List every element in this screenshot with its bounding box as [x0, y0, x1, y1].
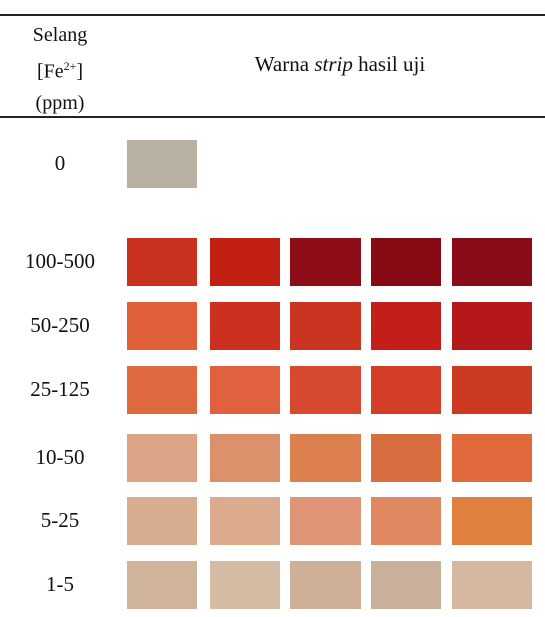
top-rule: [0, 14, 545, 16]
color-swatch: [371, 561, 441, 609]
color-swatch: [290, 238, 361, 286]
header-rule: [0, 116, 545, 118]
color-swatch: [127, 238, 197, 286]
color-swatch: [371, 434, 441, 482]
row-label: 25-125: [0, 377, 120, 402]
header-text: hasil uji: [358, 52, 425, 76]
color-swatch: [210, 561, 280, 609]
header-line: (ppm): [10, 88, 110, 119]
color-swatch: [290, 434, 361, 482]
color-swatch: [210, 366, 280, 414]
color-swatch: [210, 302, 280, 350]
row-label: 0: [0, 151, 120, 176]
header-text: ]: [76, 61, 83, 83]
header-text: [Fe: [37, 61, 64, 83]
color-swatch: [452, 238, 532, 286]
color-swatch: [127, 561, 197, 609]
color-swatch: [371, 366, 441, 414]
color-swatch: [371, 238, 441, 286]
row-label: 50-250: [0, 313, 120, 338]
header-italic: strip: [314, 52, 353, 76]
color-swatch: [127, 302, 197, 350]
color-header: Warna strip hasil uji: [160, 52, 520, 77]
color-swatch: [452, 434, 532, 482]
header-text: Warna: [255, 52, 309, 76]
row-label: 1-5: [0, 572, 120, 597]
table-figure: Selang [Fe2+] (ppm) Warna strip hasil uj…: [0, 0, 545, 617]
superscript: 2+: [64, 59, 77, 73]
color-swatch: [290, 366, 361, 414]
color-swatch: [210, 434, 280, 482]
color-swatch: [290, 561, 361, 609]
color-swatch: [452, 561, 532, 609]
color-swatch: [452, 497, 532, 545]
row-label: 100-500: [0, 249, 120, 274]
row-label: 10-50: [0, 445, 120, 470]
color-swatch: [127, 366, 197, 414]
color-swatch: [210, 497, 280, 545]
row-label: 5-25: [0, 508, 120, 533]
header-line: Selang: [10, 20, 110, 51]
color-swatch: [371, 497, 441, 545]
color-swatch: [452, 366, 532, 414]
color-swatch: [290, 302, 361, 350]
color-swatch: [371, 302, 441, 350]
color-swatch: [127, 140, 197, 188]
color-swatch: [290, 497, 361, 545]
header-line: [Fe2+]: [10, 51, 110, 88]
color-swatch: [210, 238, 280, 286]
color-swatch: [127, 497, 197, 545]
range-header: Selang [Fe2+] (ppm): [10, 20, 110, 119]
color-swatch: [452, 302, 532, 350]
color-swatch: [127, 434, 197, 482]
